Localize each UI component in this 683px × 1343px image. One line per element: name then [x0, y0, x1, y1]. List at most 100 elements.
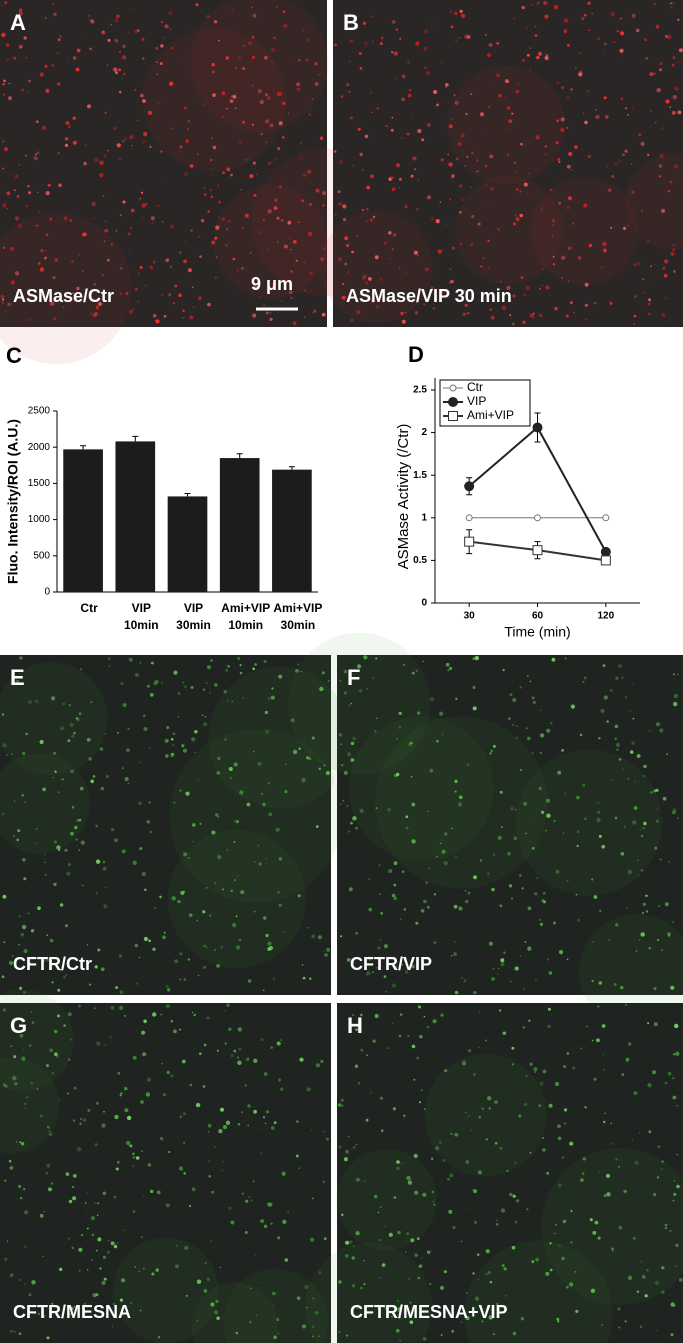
speckle [192, 306, 195, 308]
speckle [1, 975, 5, 979]
speckle [102, 866, 107, 871]
speckle [141, 1150, 144, 1153]
speckle [352, 1014, 354, 1016]
speckle [159, 895, 162, 899]
speckle [618, 1165, 621, 1168]
speckle [375, 290, 377, 292]
speckle [569, 1282, 574, 1287]
speckle [122, 140, 125, 143]
speckle [488, 941, 493, 946]
speckle [603, 695, 608, 700]
speckle [349, 39, 353, 43]
speckle [203, 944, 206, 948]
speckle [454, 1132, 459, 1137]
speckle [454, 11, 458, 15]
speckle [307, 169, 312, 174]
speckle [463, 979, 467, 982]
speckle [322, 1180, 325, 1183]
speckle [251, 123, 254, 126]
speckle [507, 153, 510, 156]
bar [115, 441, 156, 592]
speckle [361, 208, 365, 212]
speckle [411, 671, 415, 675]
speckle [510, 897, 514, 900]
speckle [140, 191, 144, 194]
speckle [119, 57, 121, 60]
speckle [436, 740, 439, 743]
cell-glow [541, 1147, 683, 1305]
speckle [625, 1004, 627, 1006]
speckle [152, 1012, 157, 1017]
speckle [619, 48, 624, 53]
speckle [592, 1231, 597, 1235]
speckle [134, 29, 138, 34]
speckle [303, 173, 306, 177]
speckle [35, 842, 38, 844]
speckle [415, 41, 420, 46]
speckle [110, 1005, 115, 1010]
speckle [451, 246, 455, 250]
speckle [379, 939, 382, 942]
speckle [160, 1138, 163, 1140]
speckle [179, 1028, 181, 1031]
speckle [295, 668, 299, 673]
speckle [399, 918, 402, 921]
speckle [673, 1180, 676, 1182]
speckle [394, 965, 398, 969]
speckle [479, 859, 483, 862]
speckle [644, 38, 647, 41]
speckle [10, 1329, 13, 1333]
speckle [488, 1315, 493, 1320]
speckle [545, 1271, 550, 1276]
speckle [343, 691, 347, 695]
speckle [210, 1240, 213, 1243]
speckle [120, 1092, 123, 1095]
speckle [665, 35, 668, 38]
speckle [271, 61, 273, 63]
speckle [28, 700, 32, 704]
speckle [273, 90, 275, 92]
speckle [173, 670, 178, 675]
speckle [272, 978, 275, 981]
speckle [417, 179, 420, 181]
speckle [352, 164, 355, 167]
cell-glow [190, 0, 329, 132]
cell-glow [530, 177, 639, 286]
speckle [203, 1043, 207, 1047]
speckle [87, 1108, 91, 1113]
speckle [541, 207, 543, 209]
x-tick-label: 60 [532, 611, 544, 622]
speckle [421, 138, 425, 142]
speckle [216, 771, 221, 775]
speckle [491, 977, 495, 981]
speckle [276, 92, 281, 97]
speckle [430, 1157, 434, 1161]
speckle [11, 173, 14, 176]
speckle [463, 289, 466, 292]
speckle [276, 6, 278, 8]
speckle [171, 896, 176, 901]
speckle [584, 303, 588, 307]
speckle [245, 1199, 249, 1203]
speckle [104, 228, 109, 233]
speckle [393, 896, 398, 901]
speckle [516, 1199, 520, 1203]
speckle [38, 1312, 40, 1315]
speckle [661, 949, 663, 951]
speckle [557, 1136, 562, 1141]
speckle [45, 957, 50, 962]
speckle [491, 887, 495, 892]
speckle [64, 143, 69, 147]
speckle [672, 921, 674, 923]
speckle [352, 736, 356, 741]
speckle [598, 981, 602, 985]
speckle [499, 790, 503, 794]
speckle [160, 21, 163, 24]
cell-glow [167, 829, 306, 969]
speckle [494, 1141, 498, 1145]
speckle [462, 199, 464, 201]
speckle [189, 1083, 193, 1087]
speckle [566, 96, 570, 100]
speckle [620, 852, 625, 856]
speckle [398, 1307, 403, 1311]
